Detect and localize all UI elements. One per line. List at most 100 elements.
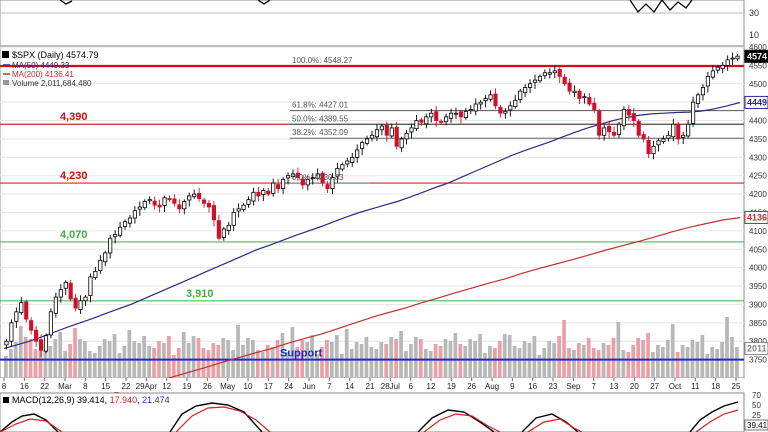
candle-body	[256, 191, 261, 197]
candle-body	[523, 87, 528, 94]
macd-panel: MACD(12,26,9) 39.414, 17.940, 21.474 705…	[0, 391, 768, 432]
candle-body	[503, 110, 508, 114]
y-tick-label: 4100	[749, 227, 767, 236]
candle-body	[335, 167, 340, 177]
x-tick-label: 7	[327, 382, 332, 391]
volume-bar	[488, 346, 492, 378]
candle-body	[285, 175, 291, 179]
y-tick-label: 3750	[749, 356, 767, 365]
candle-body	[137, 206, 142, 210]
candle-body	[211, 205, 217, 221]
candle-body	[122, 221, 128, 227]
macd-signal-line	[0, 406, 739, 432]
x-tick-label: 26	[203, 382, 212, 391]
candle-body	[201, 199, 207, 204]
candle-body	[473, 103, 478, 112]
volume-bar	[409, 344, 413, 378]
candle-body	[221, 228, 226, 238]
volume-bar	[315, 354, 319, 378]
volume-bar	[181, 332, 186, 378]
volume-bar	[18, 326, 23, 378]
candle-body	[34, 329, 39, 342]
price-badges: 4574 4449 4136 2011	[744, 49, 768, 356]
volume-bar	[394, 339, 398, 378]
x-tick-label: 9	[510, 382, 515, 391]
candle-body	[463, 110, 468, 119]
candle-body	[172, 198, 177, 204]
volume-bar	[122, 346, 127, 378]
candle-body	[14, 311, 19, 322]
x-tick-label: 8	[2, 382, 7, 391]
candle-body	[290, 173, 296, 177]
macd-label: MACD(12,26,9) 39.414, 17.940, 21.474	[12, 395, 170, 405]
x-tick-label: 25	[732, 382, 741, 391]
volume-bar	[507, 335, 512, 378]
candle-body	[621, 109, 626, 127]
volume-bar	[374, 349, 379, 378]
candle-body	[562, 76, 567, 85]
candle-body	[409, 127, 414, 133]
candle-body	[241, 204, 246, 210]
candle-body	[197, 192, 202, 199]
candle-body	[389, 127, 394, 137]
candle-body	[320, 172, 325, 184]
volume-bar	[517, 348, 522, 378]
volume-bar	[616, 322, 621, 378]
candle-body	[448, 112, 454, 119]
volume-bar	[191, 336, 196, 378]
x-tick-label: Aug	[485, 382, 499, 391]
volume-bar	[404, 351, 408, 378]
x-tick-label: Mar	[58, 382, 72, 391]
y-tick-label: 3850	[749, 319, 767, 328]
volume-bar	[206, 350, 211, 378]
volume-bar	[171, 355, 176, 378]
x-tick-label: 15	[101, 382, 110, 391]
candle-body	[518, 90, 523, 100]
volume-bar	[142, 336, 147, 378]
volume-bar	[339, 354, 344, 378]
volume-bar	[502, 334, 507, 378]
x-tick-label: May	[220, 382, 235, 391]
volume-bar	[413, 337, 418, 378]
price-badge	[744, 95, 768, 109]
candle-body	[360, 142, 365, 149]
candle-body	[226, 224, 231, 231]
volume-bar	[97, 346, 102, 378]
candle-body	[325, 184, 330, 189]
volume-bar	[176, 348, 181, 378]
volume-bar	[660, 347, 665, 378]
candle-body	[488, 94, 493, 100]
candle-body	[394, 126, 399, 147]
x-tick-label: Sep	[566, 382, 581, 391]
volume-bar	[428, 351, 433, 378]
volume-bar	[241, 345, 245, 378]
support-band-label: Support	[280, 348, 322, 360]
candle-body	[48, 311, 53, 336]
price-badge	[744, 210, 768, 224]
level-label: 3,910	[186, 288, 214, 300]
volume-bar	[493, 348, 497, 378]
candle-body	[177, 204, 182, 210]
candle-body	[725, 59, 730, 66]
y-tick-label: 4300	[749, 153, 767, 162]
candle-body	[379, 125, 384, 131]
candle-body	[498, 106, 503, 114]
x-tick-label: 8	[83, 382, 88, 391]
candle-body	[720, 64, 725, 70]
candle-body	[439, 120, 444, 123]
candle-body	[715, 66, 720, 71]
price-candles	[4, 52, 740, 358]
y-tick-label: 4050	[749, 245, 767, 254]
level-labels: Support 4,390 4,230 4,070 3,910	[60, 111, 322, 359]
candle-body	[182, 201, 187, 210]
candle-body	[705, 76, 710, 87]
candle-body	[374, 129, 380, 138]
macd-tick-label: 50	[752, 401, 761, 410]
candle-body	[103, 252, 108, 263]
volume-bar	[285, 352, 290, 378]
candle-body	[276, 184, 281, 189]
candle-body	[152, 200, 157, 206]
candle-body	[310, 177, 315, 179]
volume-bar	[33, 349, 38, 378]
